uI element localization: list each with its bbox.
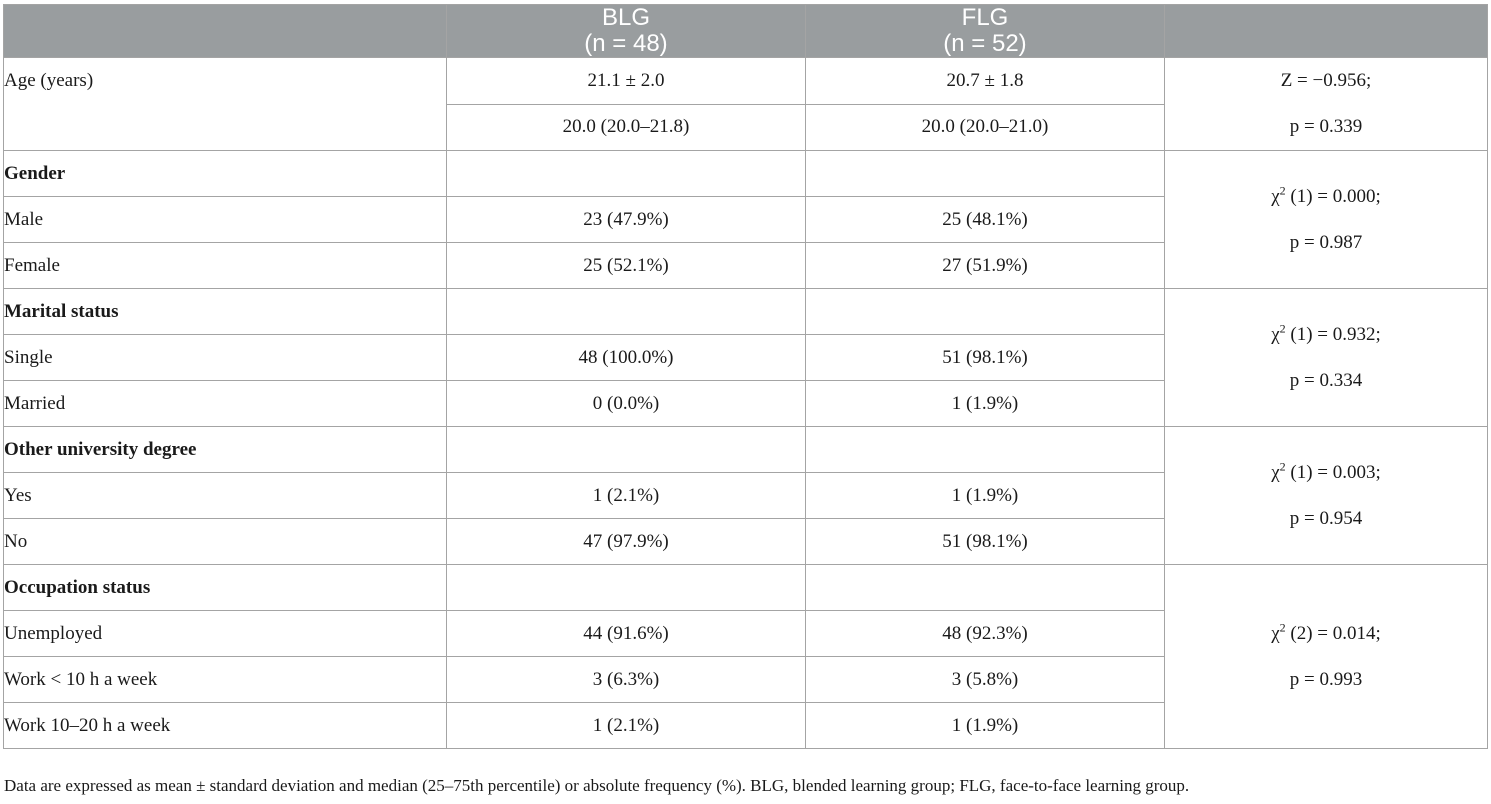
- cell-flg: 25 (48.1%): [805, 196, 1165, 243]
- stat-marital-line1: χ2 (1) = 0.932;: [1271, 321, 1381, 345]
- header-empty-cell: [3, 4, 447, 58]
- cell-flg-age-mean: 20.7 ± 1.8: [805, 57, 1165, 105]
- table-row: Single 48 (100.0%) 51 (98.1%): [3, 334, 1488, 381]
- cell-empty: [446, 426, 806, 473]
- table-row: Yes 1 (2.1%) 1 (1.9%): [3, 472, 1488, 519]
- cell-flg: 1 (1.9%): [805, 380, 1165, 427]
- section-label-marital: Marital status: [3, 288, 447, 335]
- table-row: Gender χ2 (1) = 0.000; p = 0.987: [3, 150, 1488, 289]
- cell-empty: [446, 288, 806, 335]
- cell-flg: 51 (98.1%): [805, 334, 1165, 381]
- table-row: 20.0 (20.0–21.8) 20.0 (20.0–21.0): [4, 103, 1488, 151]
- table-row: Marital status χ2 (1) = 0.932; p = 0.334: [3, 288, 1488, 427]
- stat-degree: χ2 (1) = 0.003; p = 0.954: [1164, 426, 1488, 565]
- stat-gender: χ2 (1) = 0.000; p = 0.987: [1164, 150, 1488, 289]
- cell-flg: 3 (5.8%): [805, 656, 1165, 703]
- demographics-table: BLG (n = 48) FLG (n = 52) Age (years) 21…: [3, 4, 1488, 749]
- row-label: Single: [3, 334, 447, 381]
- header-blg-title: BLG: [601, 4, 651, 31]
- stat-marital: χ2 (1) = 0.932; p = 0.334: [1164, 288, 1488, 427]
- cell-empty: [446, 150, 806, 197]
- row-label: Work 10–20 h a week: [3, 702, 447, 749]
- cell-blg: 3 (6.3%): [446, 656, 806, 703]
- cell-empty: [446, 564, 806, 611]
- cell-flg: 51 (98.1%): [805, 518, 1165, 565]
- stat-marital-line2: p = 0.334: [1289, 369, 1363, 391]
- table-row: Unemployed 44 (91.6%) 48 (92.3%): [3, 610, 1488, 657]
- cell-flg: 1 (1.9%): [805, 472, 1165, 519]
- table-row: Married 0 (0.0%) 1 (1.9%): [3, 380, 1488, 427]
- cell-flg: 48 (92.3%): [805, 610, 1165, 657]
- cell-flg: 1 (1.9%): [805, 702, 1165, 749]
- header-row: BLG (n = 48) FLG (n = 52): [3, 4, 1488, 58]
- stat-gender-line1: χ2 (1) = 0.000;: [1271, 183, 1381, 207]
- section-label-occupation: Occupation status: [3, 564, 447, 611]
- table-footnote: Data are expressed as mean ± standard de…: [4, 776, 1190, 795]
- section-label-degree: Other university degree: [3, 426, 447, 473]
- stat-age-line1: Z = −0.956;: [1280, 70, 1372, 91]
- table-row: Work < 10 h a week 3 (6.3%) 3 (5.8%): [3, 656, 1488, 703]
- cell-flg-age-median: 20.0 (20.0–21.0): [805, 103, 1165, 151]
- table-row: Other university degree χ2 (1) = 0.003; …: [3, 426, 1488, 565]
- cell-blg-age-mean: 21.1 ± 2.0: [446, 57, 806, 105]
- cell-empty: [805, 426, 1165, 473]
- table-row: Work 10–20 h a week 1 (2.1%) 1 (1.9%): [3, 702, 1488, 749]
- header-blg: BLG (n = 48): [446, 4, 806, 58]
- cell-empty: [805, 150, 1165, 197]
- cell-blg: 1 (2.1%): [446, 702, 806, 749]
- table-row: Occupation status χ2 (2) = 0.014; p = 0.…: [3, 564, 1488, 749]
- stat-age-line2: p = 0.339: [1289, 116, 1363, 137]
- cell-blg: 47 (97.9%): [446, 518, 806, 565]
- header-flg-title: FLG: [961, 4, 1009, 31]
- stat-occupation: χ2 (2) = 0.014; p = 0.993: [1164, 564, 1488, 749]
- row-label: Male: [3, 196, 447, 243]
- stat-occupation-line1: χ2 (2) = 0.014;: [1271, 620, 1381, 644]
- stat-occupation-line2: p = 0.993: [1289, 668, 1363, 690]
- cell-blg: 23 (47.9%): [446, 196, 806, 243]
- row-label: Female: [3, 242, 447, 289]
- cell-blg: 0 (0.0%): [446, 380, 806, 427]
- stat-degree-line2: p = 0.954: [1289, 507, 1363, 529]
- table-row: Age (years) 21.1 ± 2.0 20.7 ± 1.8 Z = −0…: [3, 57, 1488, 151]
- cell-blg: 44 (91.6%): [446, 610, 806, 657]
- cell-empty: [805, 288, 1165, 335]
- table-row: Male 23 (47.9%) 25 (48.1%): [3, 196, 1488, 243]
- row-label: Married: [3, 380, 447, 427]
- header-stat-cell: [1164, 4, 1488, 58]
- stat-degree-line1: χ2 (1) = 0.003;: [1271, 459, 1381, 483]
- section-label-gender: Gender: [3, 150, 447, 197]
- cell-blg: 1 (2.1%): [446, 472, 806, 519]
- table-row: Female 25 (52.1%) 27 (51.9%): [3, 242, 1488, 289]
- cell-flg: 27 (51.9%): [805, 242, 1165, 289]
- header-flg: FLG (n = 52): [805, 4, 1165, 58]
- row-label: Yes: [3, 472, 447, 519]
- row-label: Unemployed: [3, 610, 447, 657]
- table-row: No 47 (97.9%) 51 (98.1%): [3, 518, 1488, 565]
- stat-age: Z = −0.956; p = 0.339: [1164, 57, 1488, 151]
- row-label: Work < 10 h a week: [3, 656, 447, 703]
- cell-blg-age-median: 20.0 (20.0–21.8): [446, 103, 806, 151]
- row-label-age: Age (years): [3, 57, 447, 151]
- cell-empty: [805, 564, 1165, 611]
- header-blg-n: (n = 48): [584, 30, 668, 57]
- cell-blg: 25 (52.1%): [446, 242, 806, 289]
- cell-blg: 48 (100.0%): [446, 334, 806, 381]
- stat-gender-line2: p = 0.987: [1289, 231, 1363, 253]
- row-label: No: [3, 518, 447, 565]
- header-flg-n: (n = 52): [943, 30, 1027, 57]
